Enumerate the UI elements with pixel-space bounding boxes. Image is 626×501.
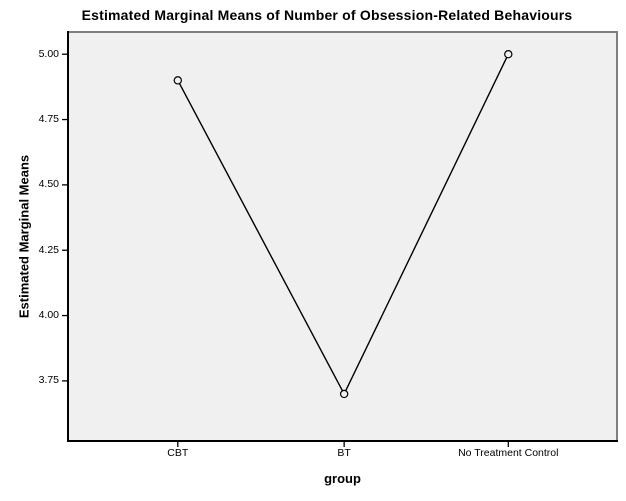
- y-tick-label: 3.75: [38, 374, 59, 387]
- x-axis-label: group: [324, 471, 361, 486]
- x-tick-label: No Treatment Control: [458, 447, 559, 459]
- x-tick-label: BT: [337, 447, 351, 459]
- data-point-bt: [339, 389, 349, 399]
- y-tick-label: 4.00: [38, 309, 59, 322]
- data-point-cbt: [173, 76, 182, 85]
- data-point-no-treatment-control: [504, 50, 513, 59]
- chart-title: Estimated Marginal Means of Number of Ob…: [81, 7, 573, 23]
- x-tick-label: CBT: [167, 447, 189, 459]
- y-tick-label: 4.75: [38, 113, 59, 126]
- plot-area: [67, 31, 618, 442]
- y-tick-label: 4.50: [38, 178, 59, 191]
- y-tick-label: 4.25: [38, 243, 59, 256]
- y-tick-label: 5.00: [38, 47, 59, 60]
